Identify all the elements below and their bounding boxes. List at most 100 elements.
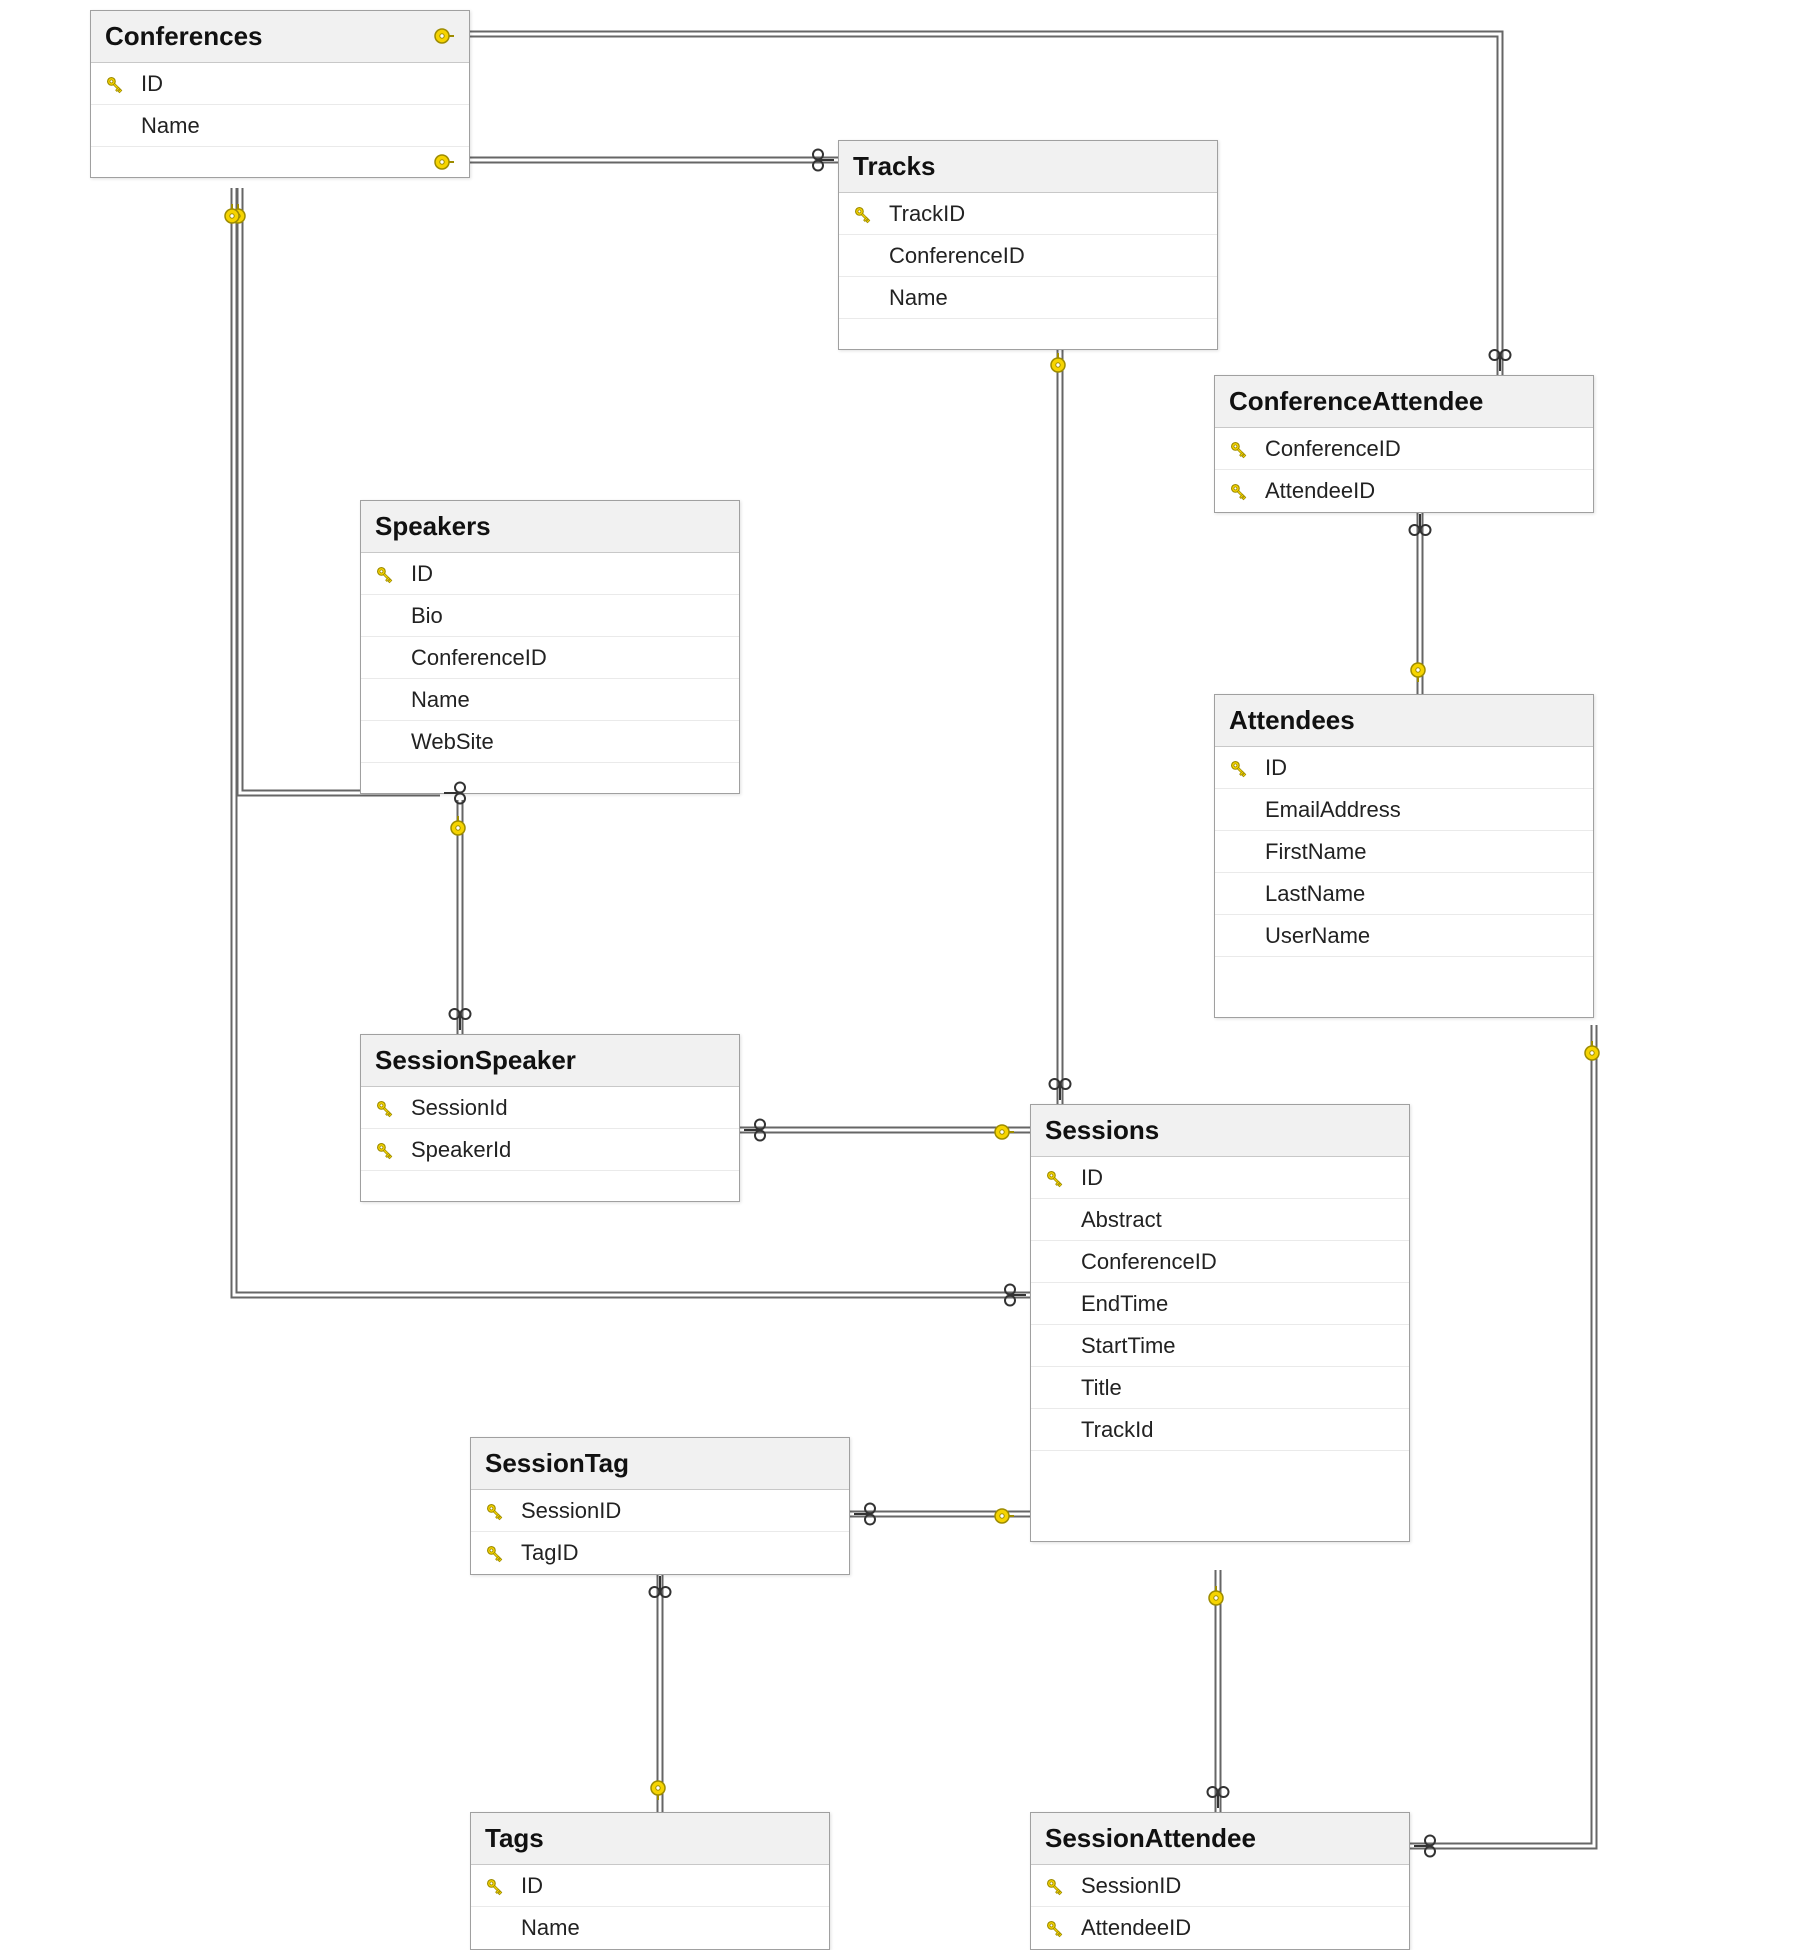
- relation-key-endpoint-icon: [223, 189, 253, 224]
- column-name: ID: [137, 71, 469, 97]
- column-name: EndTime: [1077, 1291, 1409, 1317]
- column-name: ID: [407, 561, 739, 587]
- relation-many-endpoint-icon: [1403, 511, 1437, 542]
- table-title: SessionSpeaker: [361, 1035, 739, 1087]
- table-column-row[interactable]: StartTime: [1031, 1325, 1409, 1367]
- relation-many-endpoint-icon: [643, 1573, 677, 1604]
- column-name: SpeakerId: [407, 1137, 739, 1163]
- column-name: TrackID: [885, 201, 1217, 227]
- column-name: Name: [137, 113, 469, 139]
- pk-key-icon: [471, 1542, 517, 1564]
- column-name: ID: [1261, 755, 1593, 781]
- table-column-row[interactable]: Name: [839, 277, 1217, 319]
- column-name: Bio: [407, 603, 739, 629]
- column-name: EmailAddress: [1261, 797, 1593, 823]
- column-name: FirstName: [1261, 839, 1593, 865]
- table-conferences[interactable]: Conferences IDName: [90, 10, 470, 178]
- table-column-row[interactable]: AttendeeID: [1031, 1907, 1409, 1949]
- column-name: ConferenceID: [1077, 1249, 1409, 1275]
- column-name: UserName: [1261, 923, 1593, 949]
- column-name: AttendeeID: [1261, 478, 1593, 504]
- table-column-row[interactable]: LastName: [1215, 873, 1593, 915]
- table-tags[interactable]: Tags ID Name: [470, 1812, 830, 1950]
- table-title: Tags: [471, 1813, 829, 1865]
- pk-key-icon: [1031, 1167, 1077, 1189]
- table-column-row[interactable]: TrackId: [1031, 1409, 1409, 1451]
- table-column-row[interactable]: AttendeeID: [1215, 470, 1593, 512]
- table-column-row[interactable]: SessionID: [471, 1490, 849, 1532]
- table-column-row[interactable]: ConferenceID: [1031, 1241, 1409, 1283]
- table-column-row[interactable]: Name: [471, 1907, 829, 1949]
- table-column-row[interactable]: WebSite: [361, 721, 739, 763]
- relation-many-endpoint-icon: [847, 1501, 881, 1532]
- table-column-row[interactable]: FirstName: [1215, 831, 1593, 873]
- table-column-row[interactable]: Name: [91, 105, 469, 147]
- pk-key-icon: [1215, 438, 1261, 460]
- table-column-row[interactable]: ID: [361, 553, 739, 595]
- column-name: SessionId: [407, 1095, 739, 1121]
- table-column-row[interactable]: ID: [91, 63, 469, 105]
- er-diagram-canvas: Conferences IDNameTracks TrackIDConferen…: [0, 0, 1800, 1928]
- table-column-row[interactable]: Bio: [361, 595, 739, 637]
- column-name: ConferenceID: [885, 243, 1217, 269]
- table-column-row[interactable]: TrackID: [839, 193, 1217, 235]
- table-title: Attendees: [1215, 695, 1593, 747]
- pk-key-icon: [91, 73, 137, 95]
- relation-key-endpoint-icon: [1201, 1571, 1231, 1606]
- column-name: TrackId: [1077, 1417, 1409, 1443]
- table-column-row[interactable]: EmailAddress: [1215, 789, 1593, 831]
- table-column-row[interactable]: TagID: [471, 1532, 849, 1574]
- relation-key-endpoint-icon: [217, 189, 247, 224]
- table-tracks[interactable]: Tracks TrackID ConferenceID Name: [838, 140, 1218, 350]
- table-attendees[interactable]: Attendees ID EmailAddress FirstName LastNam…: [1214, 694, 1594, 1018]
- column-name: ID: [1077, 1165, 1409, 1191]
- table-sessiontag[interactable]: SessionTag SessionID TagID: [470, 1437, 850, 1575]
- table-column-row[interactable]: ID: [471, 1865, 829, 1907]
- relation-key-endpoint-icon: [443, 801, 473, 836]
- column-name: Name: [885, 285, 1217, 311]
- table-sessions[interactable]: Sessions ID Abstract ConferenceID EndTime St…: [1030, 1104, 1410, 1542]
- relation-many-endpoint-icon: [1407, 1833, 1441, 1864]
- table-column-row[interactable]: Name: [361, 679, 739, 721]
- table-column-row[interactable]: SessionId: [361, 1087, 739, 1129]
- table-column-row[interactable]: ConferenceID: [1215, 428, 1593, 470]
- table-confattendee[interactable]: ConferenceAttendee ConferenceID Attendee…: [1214, 375, 1594, 513]
- pk-key-icon: [471, 1875, 517, 1897]
- pk-key-icon: [361, 1097, 407, 1119]
- table-column-row[interactable]: EndTime: [1031, 1283, 1409, 1325]
- table-title: ConferenceAttendee: [1215, 376, 1593, 428]
- column-name: ConferenceID: [407, 645, 739, 671]
- table-speakers[interactable]: Speakers IDBioConferenceIDNameWebSite: [360, 500, 740, 794]
- table-sessionspeaker[interactable]: SessionSpeaker SessionId SpeakerId: [360, 1034, 740, 1202]
- column-name: Name: [517, 1915, 829, 1941]
- table-column-row[interactable]: ConferenceID: [839, 235, 1217, 277]
- table-column-row[interactable]: SessionID: [1031, 1865, 1409, 1907]
- table-column-row[interactable]: ID: [1031, 1157, 1409, 1199]
- pk-key-icon: [471, 1500, 517, 1522]
- relation-key-endpoint-icon: [999, 1501, 1029, 1536]
- relation-many-endpoint-icon: [737, 1117, 771, 1148]
- column-name: WebSite: [407, 729, 739, 755]
- pk-key-icon: [1215, 757, 1261, 779]
- table-sessionattendee[interactable]: SessionAttendee SessionID AttendeeID: [1030, 1812, 1410, 1950]
- table-title: Sessions: [1031, 1105, 1409, 1157]
- table-column-row[interactable]: ID: [1215, 747, 1593, 789]
- relation-key-endpoint-icon: [999, 1117, 1029, 1152]
- table-title: Tracks: [839, 141, 1217, 193]
- relation-many-endpoint-icon: [807, 147, 841, 178]
- pk-key-icon: [1031, 1875, 1077, 1897]
- column-name: ID: [517, 1873, 829, 1899]
- table-column-row[interactable]: SpeakerId: [361, 1129, 739, 1171]
- column-name: AttendeeID: [1077, 1915, 1409, 1941]
- table-title: SessionAttendee: [1031, 1813, 1409, 1865]
- table-column-row[interactable]: Abstract: [1031, 1199, 1409, 1241]
- column-name: Title: [1077, 1375, 1409, 1401]
- table-column-row[interactable]: UserName: [1215, 915, 1593, 957]
- pk-key-icon: [361, 1139, 407, 1161]
- table-column-row[interactable]: ConferenceID: [361, 637, 739, 679]
- relation-key-endpoint-icon: [1577, 1026, 1607, 1061]
- column-name: LastName: [1261, 881, 1593, 907]
- table-column-row[interactable]: Title: [1031, 1367, 1409, 1409]
- column-name: SessionID: [517, 1498, 849, 1524]
- pk-key-icon: [1031, 1917, 1077, 1939]
